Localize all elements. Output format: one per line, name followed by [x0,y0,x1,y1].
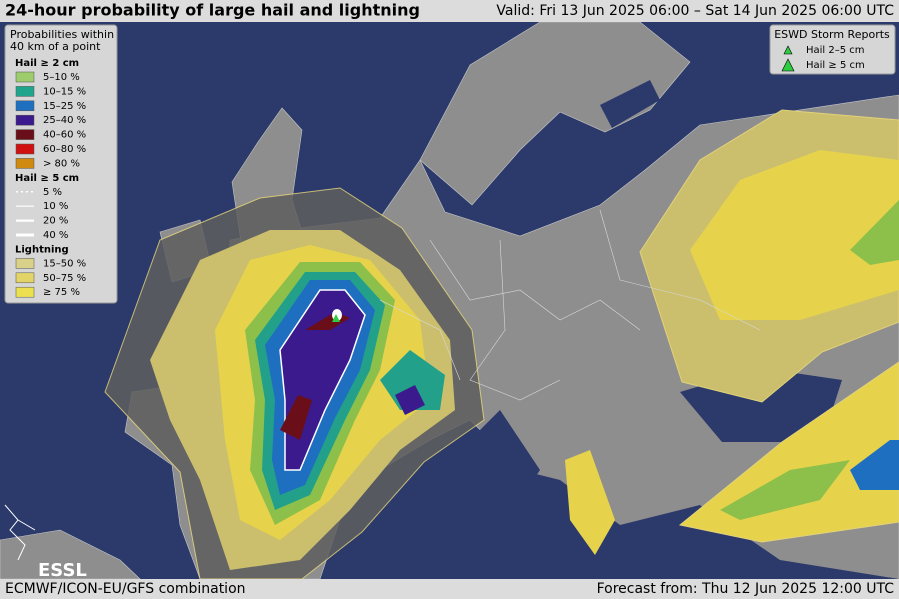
legend-swatch [15,86,35,97]
legend-item: 5–10 % [43,72,80,83]
hail-area [245,200,899,525]
storm-report-symbol [783,45,793,55]
valid-time: Valid: Fri 13 Jun 2025 06:00 – Sat 14 Ju… [496,3,894,19]
legend-swatch [15,100,35,112]
footer-bar [0,579,899,599]
legend-item: 60–80 % [43,144,86,155]
legend-item: 40 % [43,230,68,241]
legend-item: 20 % [43,216,68,227]
legend-item: 40–60 % [43,130,86,141]
legend-item: > 80 % [43,158,80,169]
storm-report-item: Hail ≥ 5 cm [806,60,865,71]
storm-report-marker [332,314,340,322]
legend-item: 10 % [43,201,68,212]
legend-heading: 40 km of a point [10,40,101,53]
legend-section-title: Lightning [15,244,69,255]
legend-swatch [15,114,35,126]
title: 24-hour probability of large hail and li… [5,1,420,20]
storm-report-legend: ESWD Storm Reports Hail 2–5 cm Hail ≥ 5 cm [769,24,896,75]
legend-section-title: Hail ≥ 5 cm [15,173,79,184]
legend-section-title: Hail ≥ 2 cm [15,58,79,69]
legend-item: 10–15 % [43,86,86,97]
legend-item: ≥ 75 % [43,287,80,298]
legend-item: 15–50 % [43,258,86,269]
legend-swatch [15,258,35,269]
lightning-area [678,361,899,543]
model-source: ECMWF/ICON-EU/GFS combination [5,581,246,597]
storm-report-item: Hail 2–5 cm [806,45,865,56]
legend-item: 5 % [43,187,62,198]
header-bar [0,0,899,22]
legend-swatch [15,272,35,284]
storm-report-title: ESWD Storm Reports [774,28,890,41]
storm-report-box [769,24,896,75]
legend-item: 15–25 % [43,101,86,112]
legend-swatch [15,129,35,140]
storm-report-symbol [781,58,795,72]
forecast-time: Forecast from: Thu 12 Jun 2025 12:00 UTC [597,581,895,597]
legend-item: 50–75 % [43,273,86,284]
lightning-area [565,450,615,555]
legend-heading: Probabilities within [10,28,114,41]
legend-item: 25–40 % [43,115,86,126]
country-border [379,209,761,401]
logo-lightning [4,504,36,561]
legend-swatch [15,143,35,155]
legend-swatch [15,158,35,169]
inland-sea [330,80,899,579]
legend-swatch [15,286,35,298]
legend-swatch [15,71,35,83]
logo: ESSL [38,560,87,581]
lightning-area [690,150,899,320]
